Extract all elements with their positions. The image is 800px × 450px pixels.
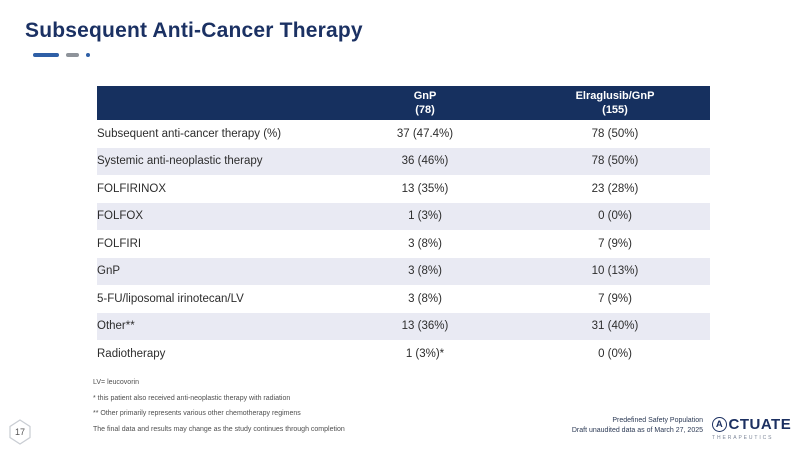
logo-word-rest: CTUATE [728,416,792,433]
header-gnp-cell: GnP (78) [330,86,520,120]
gnp-value-cell: 1 (3%)* [405,347,445,360]
footer-note: Predefined Safety Population Draft unaud… [572,416,703,435]
underline-dot-icon [86,53,90,57]
elraglusib-value-cell: 10 (13%) [591,265,639,278]
footer-population: Predefined Safety Population [612,417,703,424]
header-elraglusib-cell: Elraglusib/GnP (155) [520,86,710,120]
gnp-value-cell: 37 (47.4%) [396,127,454,140]
row-label-cell: 5-FU/liposomal irinotecan/LV [97,292,244,305]
table-row: Subsequent anti-cancer therapy (%) 37 (4… [97,120,710,148]
underline-dash-gray-icon [66,53,79,57]
gnp-value-cell: 3 (8%) [408,237,442,250]
row-label-cell: FOLFOX [97,210,144,223]
column-title: GnP [413,89,437,102]
elraglusib-value-cell: 78 (50%) [591,155,639,168]
logo-circle-a-icon: A [712,417,727,432]
row-label-cell: Subsequent anti-cancer therapy (%) [97,127,282,140]
footer-draft-note: Draft unaudited data as of March 27, 202… [571,426,703,434]
footnotes: LV= leucovorin * this patient also recei… [93,379,345,441]
hexagon-icon [9,419,31,445]
elraglusib-value-cell: 0 (0%) [598,210,632,223]
row-label-cell: Radiotherapy [97,347,166,360]
table-row: FOLFIRI 3 (8%) 7 (9%) [97,230,710,258]
elraglusib-value-cell: 31 (40%) [591,320,639,333]
column-title: Elraglusib/GnP [575,89,655,102]
gnp-value-cell: 3 (8%) [408,292,442,305]
elraglusib-value-cell: 23 (28%) [591,182,639,195]
table-row: Systemic anti-neoplastic therapy 36 (46%… [97,147,710,175]
elraglusib-value-cell: 7 (9%) [598,292,632,305]
actuate-logo: A CTUATE THERAPEUTICS [712,416,798,441]
table-header-row: GnP (78) Elraglusib/GnP (155) [97,86,710,120]
elraglusib-value-cell: 78 (50%) [591,127,639,140]
gnp-value-cell: 36 (46%) [401,155,449,168]
footnote-disclaimer: The final data and results may change as… [93,425,345,433]
logo-wordmark: A CTUATE [712,416,798,433]
footnote-double-asterisk: ** Other primarily represents various ot… [93,410,301,417]
elraglusib-value-cell: 7 (9%) [598,237,632,250]
row-label-cell: Other** [97,320,135,333]
title-underline [33,53,90,57]
gnp-value-cell: 1 (3%) [408,210,442,223]
table-row: GnP 3 (8%) 10 (13%) [97,257,710,285]
page-number-badge: 17 [8,419,32,445]
row-label-cell: FOLFIRI [97,237,142,250]
footnote-lv: LV= leucovorin [93,379,139,386]
footnote-asterisk: * this patient also received anti-neopla… [93,394,291,402]
page-number: 17 [14,427,25,437]
table-row: Other** 13 (36%) 31 (40%) [97,312,710,340]
header-empty-cell [97,86,330,120]
gnp-value-cell: 3 (8%) [408,265,442,278]
row-label-cell: FOLFIRINOX [97,182,167,195]
table-row: FOLFIRINOX 13 (35%) 23 (28%) [97,175,710,203]
gnp-value-cell: 13 (36%) [401,320,449,333]
row-label-cell: GnP [97,265,121,278]
page-title: Subsequent Anti-Cancer Therapy [25,19,363,42]
gnp-value-cell: 13 (35%) [401,182,449,195]
underline-dash-blue-icon [33,53,59,57]
table-row: FOLFOX 1 (3%) 0 (0%) [97,202,710,230]
row-label-cell: Systemic anti-neoplastic therapy [97,155,263,168]
logo-subtext: THERAPEUTICS [712,434,774,441]
table-row: 5-FU/liposomal irinotecan/LV 3 (8%) 7 (9… [97,285,710,313]
table-row: Radiotherapy 1 (3%)* 0 (0%) [97,340,710,368]
column-subtitle: (78) [415,104,435,116]
elraglusib-value-cell: 0 (0%) [598,347,632,360]
therapy-table: GnP (78) Elraglusib/GnP (155) Subsequent… [97,86,710,368]
column-subtitle: (155) [602,104,628,116]
